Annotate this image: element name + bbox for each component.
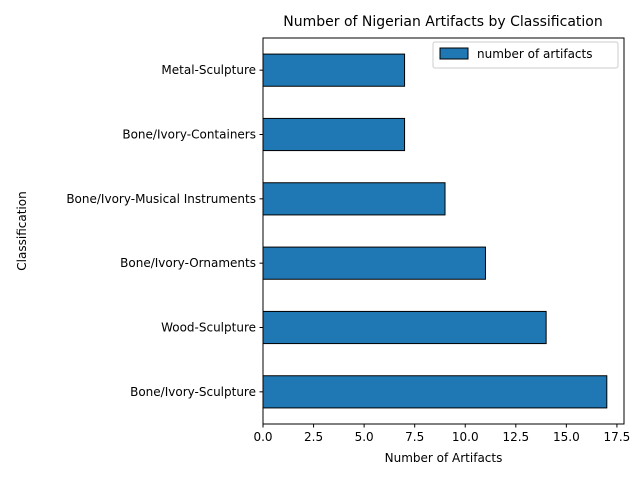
- x-tick-label: 12.5: [502, 430, 529, 444]
- bar: [262, 182, 446, 216]
- legend-frame: [432, 41, 619, 69]
- y-tick-label: Bone/Ivory-Ornaments: [120, 256, 256, 270]
- bar: [262, 246, 486, 280]
- x-tick-label: 5.0: [355, 430, 374, 444]
- x-tick-label: 0.0: [253, 430, 272, 444]
- legend: number of artifacts: [432, 41, 619, 69]
- bar: [262, 375, 608, 409]
- plot-frame: [262, 37, 625, 425]
- x-axis-label: Number of Artifacts: [385, 451, 503, 465]
- legend-swatch: [439, 47, 469, 60]
- y-tick-label: Metal-Sculpture: [161, 63, 256, 77]
- y-ticks-group: Bone/Ivory-Sculpture Wood-Sculpture Bone/I…: [66, 63, 263, 399]
- bar: [262, 117, 406, 152]
- chart-title: Number of Nigerian Artifacts by Classifi…: [283, 14, 602, 30]
- y-tick-label: Wood-Sculpture: [161, 321, 256, 335]
- bars-group: [262, 53, 608, 409]
- bar: [262, 53, 406, 87]
- x-tick-label: 17.5: [604, 430, 631, 444]
- x-tick-label: 7.5: [405, 430, 424, 444]
- y-tick-label: Bone/Ivory-Musical Instruments: [66, 192, 256, 206]
- y-tick-label: Bone/Ivory-Containers: [122, 128, 256, 142]
- x-tick-label: 2.5: [304, 430, 323, 444]
- x-tick-label: 10.0: [452, 430, 479, 444]
- y-axis-label: Classification: [15, 191, 29, 270]
- x-tick-label: 15.0: [553, 430, 580, 444]
- x-ticks-group: 0.0 2.5 5.0 7.5 10.0 12.5 15.0 17.5: [253, 424, 630, 444]
- legend-label: number of artifacts: [477, 47, 593, 61]
- bar: [262, 310, 547, 345]
- y-tick-label: Bone/Ivory-Sculpture: [130, 385, 256, 399]
